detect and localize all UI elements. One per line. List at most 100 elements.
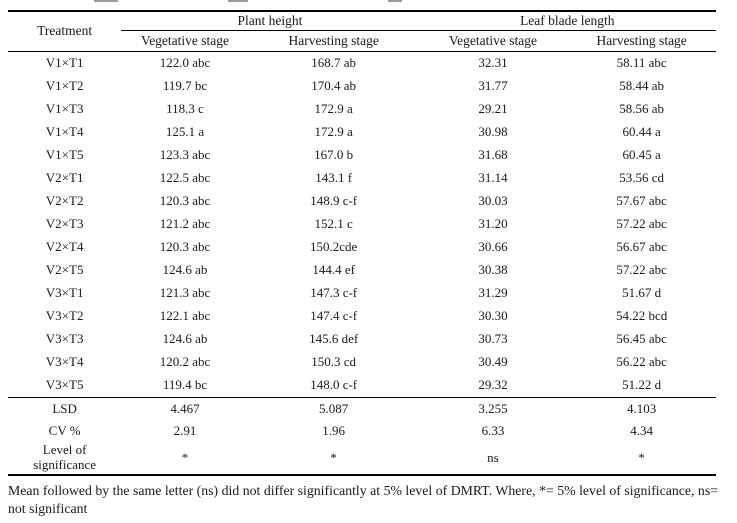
table-row: V3×T4 120.2 abc 150.3 cd 30.49 56.22 abc — [8, 351, 716, 374]
value-cell: 122.0 abc — [159, 55, 211, 71]
table-row: V1×T1 122.0 abc 168.7 ab 32.31 58.11 abc — [8, 52, 716, 76]
value-cell: 30.38 — [478, 262, 508, 278]
header-group-row: Treatment Plant height Leaf blade length — [8, 10, 716, 52]
summary-value-cell: 4.103 — [567, 397, 716, 420]
summary-value-cell: * — [248, 442, 419, 476]
value-cell: 30.03 — [478, 193, 508, 209]
table-row: V2×T4 120.3 abc 150.2cde 30.66 56.67 abc — [8, 236, 716, 259]
value-cell: 57.22 abc — [616, 216, 667, 232]
treatment-cell: V2×T5 — [45, 262, 84, 278]
summary-value-cell: 4.34 — [630, 422, 654, 438]
summary-row: LSD 4.467 5.087 3.255 4.103 — [8, 397, 716, 420]
table-row: V2×T2 120.3 abc 148.9 c-f 30.03 57.67 abc — [8, 190, 716, 213]
treatment-cell: V3×T1 — [45, 285, 84, 301]
treatment-results-table: Treatment Plant height Leaf blade length… — [8, 10, 716, 476]
value-cell: 120.3 abc — [159, 193, 211, 209]
value-cell: 56.67 abc — [616, 239, 667, 255]
value-cell: 30.49 — [478, 354, 508, 370]
value-cell: 170.4 ab — [311, 78, 357, 94]
summary-value-cell: 4.467 — [121, 397, 249, 420]
summary-label-cell: LSD — [8, 397, 122, 420]
value-cell: 172.9 a — [314, 101, 353, 117]
value-cell: 31.77 — [478, 78, 508, 94]
table-header: Treatment Plant height Leaf blade length… — [8, 10, 716, 52]
value-cell: 58.56 ab — [619, 101, 665, 117]
value-cell: 119.7 bc — [162, 78, 208, 94]
summary-value-cell: 1.96 — [322, 422, 346, 438]
value-cell: 58.11 abc — [616, 55, 667, 71]
summary-value-cell: * — [567, 442, 716, 476]
summary-label: Level of significance — [33, 441, 97, 472]
cropped-text-artifact — [388, 0, 402, 2]
treatment-cell: V1×T5 — [45, 147, 84, 163]
value-cell: 143.1 f — [315, 170, 353, 186]
value-cell: 51.67 d — [622, 285, 662, 301]
treatment-column-header: Treatment — [8, 10, 122, 52]
summary-body: LSD 4.467 5.087 3.255 4.103 CV % 2.91 1.96 6.33 4… — [8, 397, 716, 476]
value-cell: 31.14 — [478, 170, 508, 186]
table-row: V1×T2 119.7 bc 170.4 ab 31.77 58.44 ab — [8, 75, 716, 98]
summary-label-cell: Level of significance — [8, 441, 122, 476]
table-row: V2×T1 122.5 abc 143.1 f 31.14 53.56 cd — [8, 167, 716, 190]
value-cell: 29.32 — [478, 377, 508, 393]
value-cell: 57.22 abc — [616, 262, 667, 278]
treatment-cell: V2×T4 — [45, 239, 84, 255]
treatment-cell: V3×T4 — [45, 354, 84, 370]
summary-label-cell: CV % — [8, 420, 121, 442]
value-cell: 144.4 ef — [312, 262, 355, 278]
summary-value-cell: 3.255 — [418, 397, 568, 420]
value-cell: 30.30 — [478, 308, 508, 324]
value-cell: 125.1 a — [165, 124, 205, 140]
treatment-cell: V2×T1 — [45, 170, 84, 186]
treatment-cell: V2×T3 — [45, 216, 84, 232]
value-cell: 152.1 c — [314, 216, 353, 232]
table-row: V2×T5 124.6 ab 144.4 ef 30.38 57.22 abc — [8, 259, 716, 282]
table-row: V3×T2 122.1 abc 147.4 c-f 30.30 54.22 bcd — [8, 305, 716, 328]
value-cell: 31.68 — [478, 147, 508, 163]
summary-value-cell: ns — [418, 442, 568, 476]
value-cell: 56.22 abc — [616, 354, 667, 370]
value-cell: 119.4 bc — [162, 377, 208, 393]
value-cell: 54.22 bcd — [616, 308, 668, 324]
value-cell: 120.2 abc — [159, 354, 211, 370]
cropped-text-artifact — [228, 0, 248, 2]
value-cell: 121.2 abc — [159, 216, 211, 232]
summary-value-cell: 6.33 — [481, 422, 505, 438]
value-cell: 30.98 — [478, 124, 508, 140]
table-row: V1×T3 118.3 c 172.9 a 29.21 58.56 ab — [8, 98, 716, 121]
value-cell: 31.29 — [478, 285, 508, 301]
summary-label: LSD — [52, 400, 77, 416]
value-cell: 147.4 c-f — [310, 308, 358, 324]
cropped-text-artifact — [94, 0, 118, 2]
value-cell: 150.3 cd — [311, 354, 357, 370]
table-row: V3×T3 124.6 ab 145.6 def 30.73 56.45 abc — [8, 328, 716, 351]
leaf-blade-vegetative-header: Vegetative stage — [418, 30, 568, 52]
value-cell: 30.66 — [478, 239, 508, 255]
treatment-cell: V3×T3 — [45, 331, 84, 347]
value-cell: 145.6 def — [309, 331, 359, 347]
summary-row: CV % 2.91 1.96 6.33 4.34 — [8, 420, 716, 442]
treatment-cell: V3×T2 — [45, 308, 84, 324]
summary-row: Level of significance * * ns * — [8, 441, 716, 476]
value-cell: 122.1 abc — [159, 308, 211, 324]
value-cell: 147.3 c-f — [310, 285, 358, 301]
treatment-cell: V1×T4 — [45, 124, 84, 140]
treatment-cell: V3×T5 — [45, 377, 84, 393]
value-cell: 121.3 abc — [159, 285, 211, 301]
value-cell: 32.31 — [478, 55, 508, 71]
results-table-container: Treatment Plant height Leaf blade length… — [8, 10, 716, 476]
value-cell: 31.20 — [478, 216, 508, 232]
value-cell: 29.21 — [478, 101, 508, 117]
table-row: V1×T4 125.1 a 172.9 a 30.98 60.44 a — [8, 121, 716, 144]
value-cell: 30.73 — [478, 331, 508, 347]
treatment-cell: V1×T3 — [45, 101, 84, 117]
plant-height-group-header: Plant height — [121, 10, 419, 31]
summary-value-cell: 2.91 — [173, 422, 197, 438]
summary-label: CV % — [48, 422, 81, 438]
value-cell: 172.9 a — [314, 124, 353, 140]
table-row: V2×T3 121.2 abc 152.1 c 31.20 57.22 abc — [8, 213, 716, 236]
value-cell: 56.45 abc — [616, 331, 667, 347]
table-row: V3×T5 119.4 bc 148.0 c-f 29.32 51.22 d — [8, 374, 716, 398]
value-cell: 51.22 d — [622, 377, 662, 393]
treatment-cell: V1×T2 — [45, 78, 84, 94]
